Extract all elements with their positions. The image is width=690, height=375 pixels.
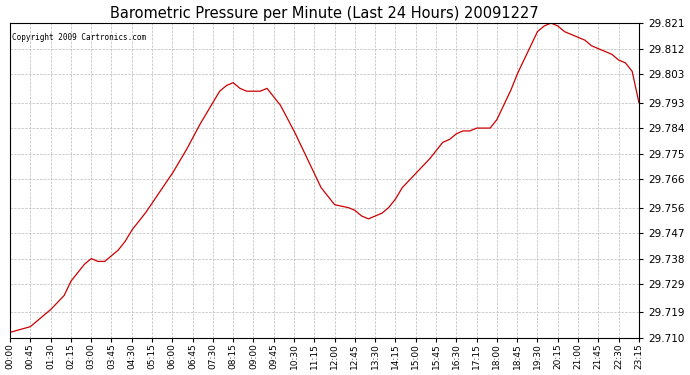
- Title: Barometric Pressure per Minute (Last 24 Hours) 20091227: Barometric Pressure per Minute (Last 24 …: [110, 6, 539, 21]
- Text: Copyright 2009 Cartronics.com: Copyright 2009 Cartronics.com: [12, 33, 146, 42]
